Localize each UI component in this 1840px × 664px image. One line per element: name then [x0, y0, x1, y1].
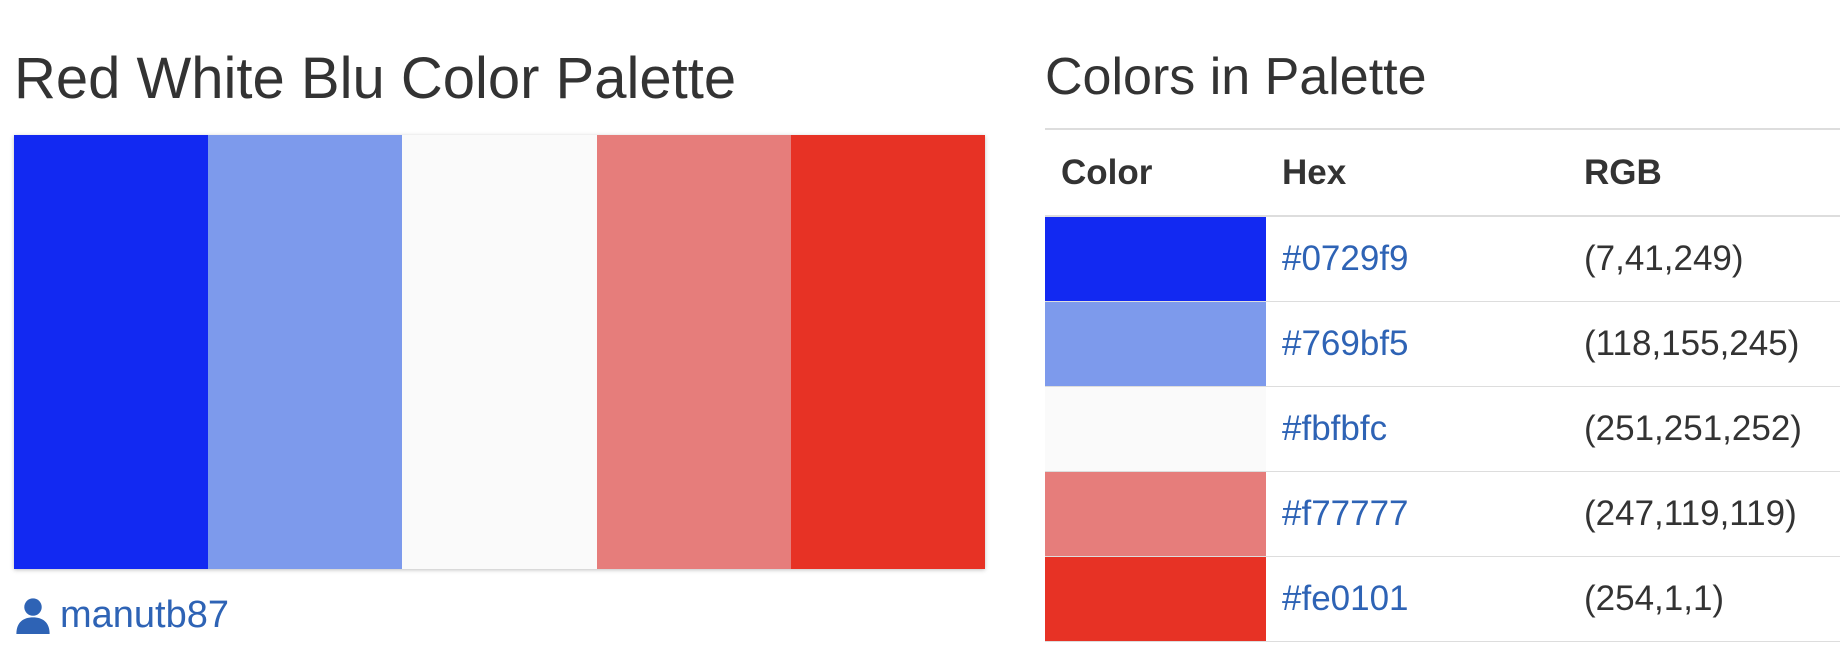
color-swatch: [1045, 217, 1266, 301]
palette-swatch-3[interactable]: [402, 135, 597, 569]
page-title: Red White Blu Color Palette: [14, 46, 737, 111]
rgb-cell: (247,119,119): [1568, 471, 1840, 557]
hex-cell: #fbfbfc: [1266, 386, 1568, 472]
rgb-value: (247,119,119): [1584, 494, 1797, 533]
table-row: #fbfbfc (251,251,252): [1045, 386, 1840, 472]
rgb-value: (7,41,249): [1584, 239, 1744, 278]
rgb-value: (254,1,1): [1584, 579, 1725, 618]
colors-section-title: Colors in Palette: [1045, 48, 1427, 106]
color-swatch: [1045, 557, 1266, 641]
rgb-value: (251,251,252): [1584, 409, 1802, 448]
hex-column-header: Hex: [1266, 128, 1568, 217]
color-swatch: [1045, 387, 1266, 471]
color-cell: [1045, 471, 1266, 557]
hex-link[interactable]: #fbfbfc: [1282, 409, 1388, 448]
hex-link[interactable]: #0729f9: [1282, 239, 1409, 278]
rgb-column-header: RGB: [1568, 128, 1840, 217]
table-row: #769bf5 (118,155,245): [1045, 301, 1840, 387]
hex-cell: #f77777: [1266, 471, 1568, 557]
hex-link[interactable]: #fe0101: [1282, 579, 1409, 618]
palette-swatch-1[interactable]: [14, 135, 209, 569]
color-cell: [1045, 216, 1266, 302]
table-header-row: Color Hex RGB: [1045, 128, 1840, 217]
hex-link[interactable]: #f77777: [1282, 494, 1409, 533]
rgb-cell: (118,155,245): [1568, 301, 1840, 387]
color-swatch: [1045, 472, 1266, 556]
author-link[interactable]: manutb87: [14, 596, 229, 634]
hex-cell: #769bf5: [1266, 301, 1568, 387]
color-cell: [1045, 386, 1266, 472]
palette-swatch-5[interactable]: [790, 135, 986, 569]
rgb-cell: (7,41,249): [1568, 216, 1840, 302]
rgb-cell: (254,1,1): [1568, 556, 1840, 642]
hex-cell: #0729f9: [1266, 216, 1568, 302]
colors-table: Color Hex RGB #0729f9 (7,41,249) #769bf5…: [1045, 128, 1840, 642]
rgb-value: (118,155,245): [1584, 324, 1800, 363]
palette-swatch-2[interactable]: [208, 135, 403, 569]
rgb-cell: (251,251,252): [1568, 386, 1840, 472]
hex-link[interactable]: #769bf5: [1282, 324, 1409, 363]
table-row: #f77777 (247,119,119): [1045, 471, 1840, 557]
hex-cell: #fe0101: [1266, 556, 1568, 642]
color-column-header: Color: [1045, 128, 1266, 217]
table-row: #0729f9 (7,41,249): [1045, 216, 1840, 302]
color-cell: [1045, 301, 1266, 387]
user-icon: [14, 596, 52, 634]
palette-swatch-4[interactable]: [596, 135, 791, 569]
table-row: #fe0101 (254,1,1): [1045, 556, 1840, 642]
color-swatch: [1045, 302, 1266, 386]
author-name[interactable]: manutb87: [60, 594, 230, 636]
color-cell: [1045, 556, 1266, 642]
palette-swatch-strip[interactable]: [14, 135, 986, 569]
